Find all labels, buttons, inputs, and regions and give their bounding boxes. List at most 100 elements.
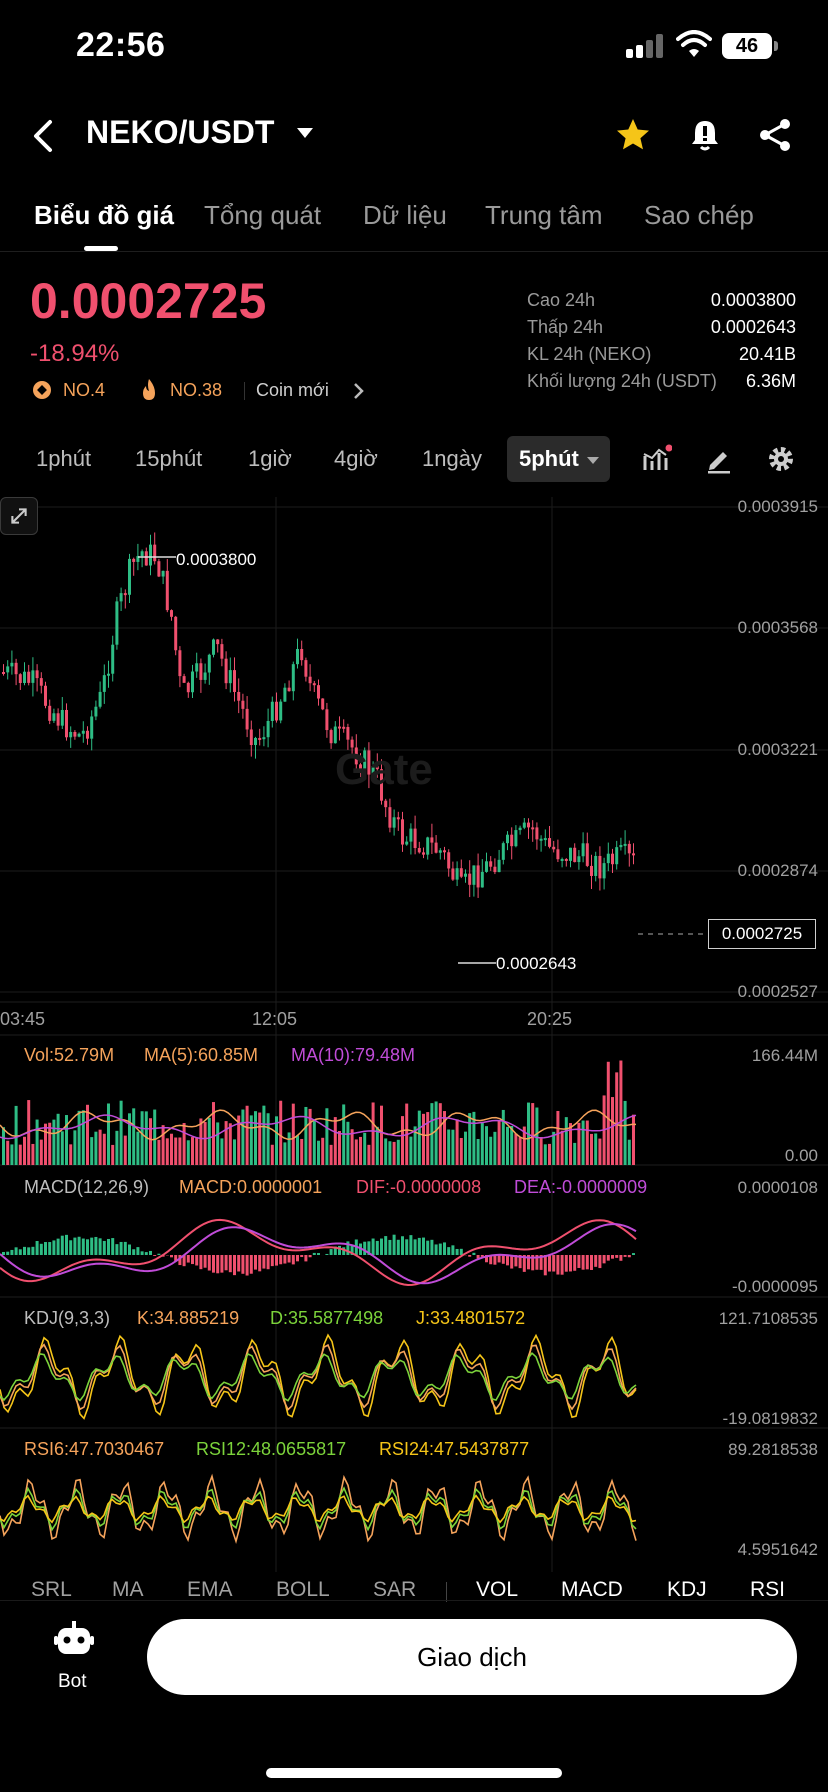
macd-histogram-bar bbox=[434, 1244, 438, 1255]
volume-bar bbox=[443, 1111, 446, 1165]
volume-bar bbox=[60, 1131, 64, 1165]
indicator-chart-icon[interactable] bbox=[642, 444, 672, 474]
volume-bar bbox=[207, 1117, 211, 1165]
candle-body bbox=[489, 861, 493, 867]
share-icon[interactable] bbox=[756, 116, 794, 154]
candle-body bbox=[56, 713, 60, 726]
volume-bar bbox=[69, 1144, 73, 1165]
trade-button[interactable]: Giao dịch bbox=[147, 1619, 797, 1695]
macd-histogram-bar bbox=[86, 1239, 89, 1255]
tab-copy[interactable]: Sao chép bbox=[644, 200, 754, 230]
price-axis-label: 0.0002527 bbox=[737, 982, 818, 1001]
candle-body bbox=[581, 843, 585, 857]
indicator-boll[interactable]: BOLL bbox=[276, 1578, 330, 1601]
interval-1d[interactable]: 1ngày bbox=[422, 446, 482, 471]
macd-histogram-bar bbox=[548, 1255, 551, 1272]
indicator-rsi[interactable]: RSI bbox=[750, 1578, 786, 1601]
macd-histogram-bar bbox=[128, 1244, 131, 1255]
tab-overview[interactable]: Tổng quát bbox=[204, 200, 322, 230]
macd-histogram-bar bbox=[514, 1255, 518, 1267]
candle-body bbox=[312, 683, 316, 686]
price-alert-bell-icon[interactable] bbox=[686, 116, 724, 154]
badge-new-coin[interactable]: Coin mới bbox=[256, 380, 329, 400]
interval-1m[interactable]: 1phút bbox=[36, 446, 92, 471]
bot-label[interactable]: Bot bbox=[58, 1671, 87, 1692]
kdj-d: D:35.5877498 bbox=[270, 1308, 384, 1328]
chevron-right-icon[interactable] bbox=[352, 382, 364, 400]
chevron-down-icon[interactable] bbox=[297, 128, 313, 138]
robot-icon[interactable] bbox=[54, 1619, 94, 1659]
candle-body bbox=[258, 737, 262, 740]
volume-bar bbox=[552, 1131, 556, 1165]
candle-body bbox=[296, 648, 299, 665]
interval-4h[interactable]: 4giờ bbox=[334, 446, 378, 471]
volume-bar bbox=[203, 1122, 207, 1165]
stat-high-value: 0.0003800 bbox=[710, 290, 796, 310]
volume-bar bbox=[392, 1141, 396, 1165]
expand-icon[interactable] bbox=[0, 497, 38, 535]
indicator-vol[interactable]: VOL bbox=[476, 1578, 519, 1601]
candle-body bbox=[623, 843, 627, 846]
candle-body bbox=[367, 750, 371, 775]
candle-body bbox=[451, 868, 455, 880]
chart-area[interactable]: Gate 0.0003915 0.0003568 0.0003221 0.000… bbox=[0, 497, 828, 1597]
candle-body bbox=[233, 670, 236, 692]
indicator-srl[interactable]: SRL bbox=[31, 1578, 72, 1601]
candle-body bbox=[480, 871, 484, 888]
macd-histogram-bar bbox=[212, 1255, 215, 1273]
candlestick-chart[interactable] bbox=[0, 497, 828, 1597]
volume-bar bbox=[300, 1138, 304, 1165]
candle-body bbox=[2, 672, 5, 674]
macd-histogram-bar bbox=[254, 1255, 257, 1270]
indicator-ma[interactable]: MA bbox=[112, 1578, 144, 1601]
low-price-marker: 0.0002643 bbox=[496, 954, 577, 973]
interval-selected-label[interactable]: 5phút bbox=[519, 446, 579, 471]
stat-vol-base-label: KL 24h (NEKO) bbox=[527, 344, 652, 364]
candle-body bbox=[52, 713, 56, 721]
candle-body bbox=[44, 685, 47, 706]
macd-histogram-bar bbox=[186, 1255, 190, 1263]
volume-bar bbox=[153, 1109, 157, 1165]
draw-pen-icon[interactable] bbox=[704, 444, 734, 474]
interval-1h[interactable]: 1giờ bbox=[248, 446, 292, 471]
tab-data[interactable]: Dữ liệu bbox=[363, 200, 447, 230]
macd-histogram-bar bbox=[258, 1255, 262, 1272]
volume-bar bbox=[237, 1115, 241, 1165]
macd-histogram-bar bbox=[472, 1252, 476, 1255]
gear-icon[interactable] bbox=[766, 444, 796, 474]
candle-body bbox=[317, 685, 320, 699]
macd-histogram-bar bbox=[501, 1255, 505, 1264]
macd-histogram-bar bbox=[132, 1249, 136, 1255]
kdj-j-line bbox=[0, 1333, 637, 1420]
pair-header: NEKO/USDT bbox=[0, 100, 828, 170]
candle-body bbox=[77, 733, 81, 737]
macd-histogram-bar bbox=[48, 1242, 52, 1255]
kdj-axis-top: 121.7108535 bbox=[718, 1309, 818, 1328]
indicator-macd[interactable]: MACD bbox=[561, 1578, 623, 1601]
volume-bar bbox=[501, 1109, 505, 1165]
volume-bar bbox=[102, 1133, 106, 1165]
volume-bar bbox=[65, 1115, 68, 1165]
macd-histogram-bar bbox=[338, 1245, 341, 1255]
volume-bar bbox=[531, 1103, 535, 1165]
macd-histogram-bar bbox=[317, 1253, 320, 1255]
volume-ma10-line bbox=[0, 1114, 637, 1140]
tab-price-chart[interactable]: Biểu đồ giá bbox=[34, 200, 175, 230]
tab-center[interactable]: Trung tâm bbox=[485, 200, 603, 230]
pair-title[interactable]: NEKO/USDT bbox=[86, 114, 275, 150]
macd-histogram-bar bbox=[52, 1240, 56, 1255]
candle-body bbox=[178, 650, 182, 677]
interval-15m[interactable]: 15phút bbox=[135, 446, 203, 471]
chevron-down-icon[interactable] bbox=[587, 457, 599, 464]
macd-histogram-bar bbox=[287, 1255, 291, 1263]
macd-histogram-bar bbox=[632, 1253, 635, 1255]
macd-histogram-bar bbox=[262, 1255, 266, 1269]
volume-bar bbox=[434, 1101, 438, 1165]
indicator-kdj[interactable]: KDJ bbox=[667, 1578, 707, 1601]
indicator-ema[interactable]: EMA bbox=[187, 1578, 233, 1601]
candle-body bbox=[195, 663, 199, 672]
back-arrow-icon[interactable] bbox=[28, 116, 60, 156]
star-icon[interactable] bbox=[614, 116, 652, 154]
indicator-sar[interactable]: SAR bbox=[373, 1578, 417, 1601]
candle-body bbox=[514, 830, 518, 847]
